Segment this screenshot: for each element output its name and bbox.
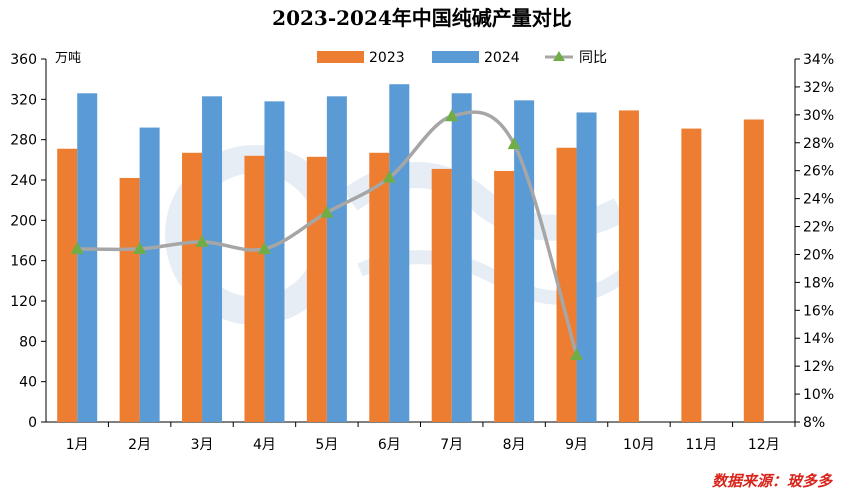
x-tick-label: 7月 xyxy=(440,437,463,453)
bar-2023 xyxy=(556,147,577,422)
right-axis-ticks: 8% 10% 12% 14% 16% 18% 20% 22% 24% 26% 28% 30% 32% 34… xyxy=(795,52,834,431)
legend-swatch-2023 xyxy=(317,51,364,63)
right-tick-label: 12% xyxy=(803,359,834,375)
bar-2023 xyxy=(494,170,515,422)
right-tick-label: 26% xyxy=(803,164,834,180)
bar-2023 xyxy=(182,152,203,422)
yoy-marker xyxy=(445,109,459,122)
right-tick-label: 22% xyxy=(803,220,834,236)
left-tick-label: 40 xyxy=(19,375,37,391)
yoy-marker xyxy=(570,347,584,360)
x-axis-labels: 1月 2月 3月 4月 5月 6月 7月 8月 9月 10月 11月 12月 xyxy=(66,422,796,453)
right-tick-label: 18% xyxy=(803,275,834,291)
legend-label-2024: 2024 xyxy=(484,50,520,66)
yoy-marker xyxy=(382,170,396,183)
y-axis-unit: 万吨 xyxy=(55,51,81,66)
bar-2024 xyxy=(202,96,223,422)
x-tick-label: 1月 xyxy=(66,437,89,453)
right-tick-label: 24% xyxy=(803,192,834,208)
yoy-marker xyxy=(133,241,147,254)
left-tick-label: 200 xyxy=(10,213,37,229)
bar-2024 xyxy=(139,127,160,423)
bar-2024 xyxy=(77,93,98,423)
bar-2024 xyxy=(451,93,472,423)
x-tick-label: 12月 xyxy=(748,437,780,453)
legend-swatch-2024 xyxy=(432,51,479,63)
source-note: 数据来源：玻多多 xyxy=(712,472,833,490)
left-tick-label: 320 xyxy=(10,92,37,108)
left-tick-label: 280 xyxy=(10,133,37,149)
yoy-marker xyxy=(70,241,84,254)
yoy-marker xyxy=(320,205,334,218)
right-tick-label: 14% xyxy=(803,331,834,347)
left-tick-label: 160 xyxy=(10,254,37,270)
x-tick-label: 9月 xyxy=(565,437,588,453)
yoy-line-series xyxy=(70,109,584,360)
right-tick-label: 30% xyxy=(803,108,834,124)
left-tick-label: 80 xyxy=(19,334,37,350)
bar-2024 xyxy=(389,84,410,422)
bar-2023 xyxy=(57,148,78,422)
x-tick-label: 11月 xyxy=(685,437,717,453)
yoy-marker xyxy=(195,234,209,247)
left-tick-label: 0 xyxy=(28,415,37,431)
yoy-marker xyxy=(507,137,521,150)
legend-label-2023: 2023 xyxy=(369,50,405,66)
bar-2023 xyxy=(119,177,140,422)
x-tick-label: 3月 xyxy=(191,437,214,453)
legend-marker-yoy xyxy=(553,51,565,61)
legend: 2023 2024 同比 xyxy=(317,50,607,66)
chart-title: 2023-2024年中国纯碱产量对比 xyxy=(272,6,572,30)
bar-2023 xyxy=(681,128,702,422)
right-tick-label: 16% xyxy=(803,303,834,319)
bar-2024 xyxy=(326,96,347,422)
x-tick-label: 4月 xyxy=(253,437,276,453)
left-axis-ticks: 0 40 80 120 160 200 240 280 320 360 xyxy=(10,52,46,431)
yoy-marker xyxy=(257,241,271,254)
right-tick-label: 10% xyxy=(803,387,834,403)
x-tick-label: 5月 xyxy=(315,437,338,453)
left-tick-label: 360 xyxy=(10,52,37,68)
right-tick-label: 32% xyxy=(803,80,834,96)
x-tick-label: 2月 xyxy=(128,437,151,453)
left-tick-label: 240 xyxy=(10,173,37,189)
bar-2023 xyxy=(244,155,265,423)
right-tick-label: 28% xyxy=(803,136,834,152)
bar-2023 xyxy=(618,110,639,423)
x-tick-label: 10月 xyxy=(623,437,655,453)
bar-2023 xyxy=(431,168,452,422)
bar-2024 xyxy=(264,101,285,422)
right-tick-label: 20% xyxy=(803,247,834,263)
left-tick-label: 120 xyxy=(10,294,37,310)
bar-2023 xyxy=(369,152,390,422)
right-tick-label: 34% xyxy=(803,52,834,68)
x-tick-label: 8月 xyxy=(503,437,526,453)
bar-2023 xyxy=(743,119,764,422)
legend-label-yoy: 同比 xyxy=(579,50,607,66)
x-tick-label: 6月 xyxy=(378,437,401,453)
bar-2023 xyxy=(306,156,327,422)
bar-2024 xyxy=(576,112,597,423)
right-tick-label: 8% xyxy=(803,415,825,431)
